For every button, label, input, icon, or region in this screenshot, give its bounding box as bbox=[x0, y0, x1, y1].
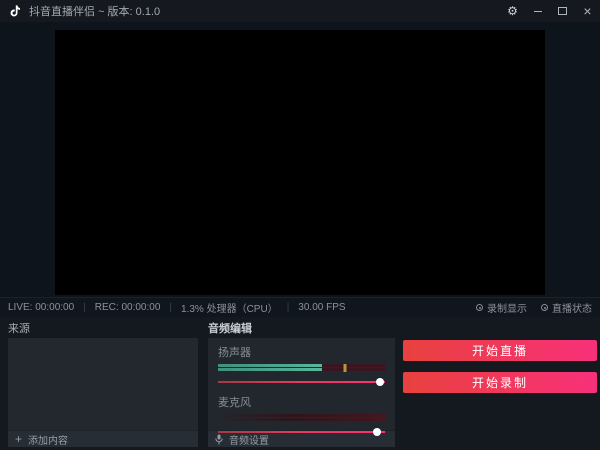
titlebar: 抖音直播伴侣 ~ 版本: 0.1.0 ⚙ × bbox=[0, 0, 600, 22]
maximize-icon bbox=[558, 7, 567, 15]
tiktok-logo-icon bbox=[8, 4, 21, 18]
status-indicators: 录制显示 直播状态 bbox=[476, 300, 592, 315]
start-record-button[interactable]: 开始录制 bbox=[403, 372, 597, 393]
add-source-button[interactable]: + 添加内容 bbox=[8, 430, 198, 447]
meter-fill bbox=[218, 368, 322, 371]
window-title: 抖音直播伴侣 ~ 版本: 0.1.0 bbox=[29, 6, 161, 18]
audio-mixer-panel: 音频编辑 扬声器 麦克风 bbox=[208, 317, 395, 450]
speaker-label: 扬声器 bbox=[218, 347, 251, 359]
audio-panel-title: 音频编辑 bbox=[208, 322, 252, 335]
status-bar: LIVE: 00:00:00 | REC: 00:00:00 | 1.3% 处理… bbox=[0, 297, 600, 317]
separator: | bbox=[169, 302, 172, 313]
audio-settings-button[interactable]: 音频设置 bbox=[208, 430, 395, 447]
audio-mixer-body: 扬声器 麦克风 bbox=[208, 338, 395, 436]
sources-panel-title: 来源 bbox=[8, 322, 30, 335]
separator: | bbox=[286, 302, 290, 313]
live-status-indicator[interactable]: 直播状态 bbox=[541, 300, 592, 315]
record-display-label: 录制显示 bbox=[487, 304, 527, 315]
sources-list[interactable] bbox=[8, 338, 198, 430]
slider-track bbox=[218, 381, 385, 383]
microphone-level-meter bbox=[218, 414, 385, 422]
minimize-icon bbox=[533, 10, 542, 12]
audio-settings-label: 音频设置 bbox=[229, 435, 269, 447]
meter-fill bbox=[218, 364, 322, 367]
meter-track bbox=[218, 368, 385, 371]
microphone-volume-slider[interactable] bbox=[218, 427, 385, 437]
actions-panel: 开始直播 开始录制 bbox=[403, 317, 597, 450]
sources-panel: 来源 + 添加内容 bbox=[8, 317, 198, 450]
minimize-button[interactable] bbox=[525, 0, 550, 22]
separator: | bbox=[83, 302, 86, 313]
record-status-dot-icon bbox=[476, 304, 483, 311]
peak-marker bbox=[343, 364, 347, 372]
live-timer: LIVE: 00:00:00 bbox=[8, 302, 75, 313]
slider-track bbox=[218, 431, 385, 433]
add-source-label: 添加内容 bbox=[28, 435, 69, 447]
video-canvas[interactable] bbox=[55, 30, 545, 295]
start-live-button[interactable]: 开始直播 bbox=[403, 340, 597, 361]
microphone-label: 麦克风 bbox=[218, 397, 251, 409]
microphone-icon bbox=[215, 434, 223, 445]
preview-area bbox=[0, 22, 600, 297]
window-controls: ⚙ × bbox=[500, 0, 600, 22]
record-timer: REC: 00:00:00 bbox=[94, 302, 161, 313]
close-button[interactable]: × bbox=[583, 3, 592, 19]
plus-icon: + bbox=[15, 432, 23, 446]
settings-gear-icon[interactable]: ⚙ bbox=[507, 4, 518, 18]
cpu-usage: 1.3% 处理器（CPU） bbox=[181, 304, 278, 315]
live-status-dot-icon bbox=[541, 304, 548, 311]
live-status-label: 直播状态 bbox=[552, 304, 592, 315]
fps-value: 30.00 FPS bbox=[298, 302, 346, 313]
maximize-button[interactable] bbox=[550, 0, 575, 22]
record-display-indicator[interactable]: 录制显示 bbox=[476, 300, 527, 315]
bottom-dock: 来源 + 添加内容 音频编辑 扬声器 bbox=[0, 317, 600, 450]
meter-track bbox=[218, 364, 385, 367]
meter-track bbox=[218, 418, 385, 421]
microphone-slider-knob[interactable] bbox=[372, 428, 381, 436]
meter-track bbox=[218, 414, 385, 417]
speaker-slider-knob[interactable] bbox=[375, 378, 384, 386]
speaker-level-meter bbox=[218, 364, 385, 372]
speaker-volume-slider[interactable] bbox=[218, 377, 385, 387]
